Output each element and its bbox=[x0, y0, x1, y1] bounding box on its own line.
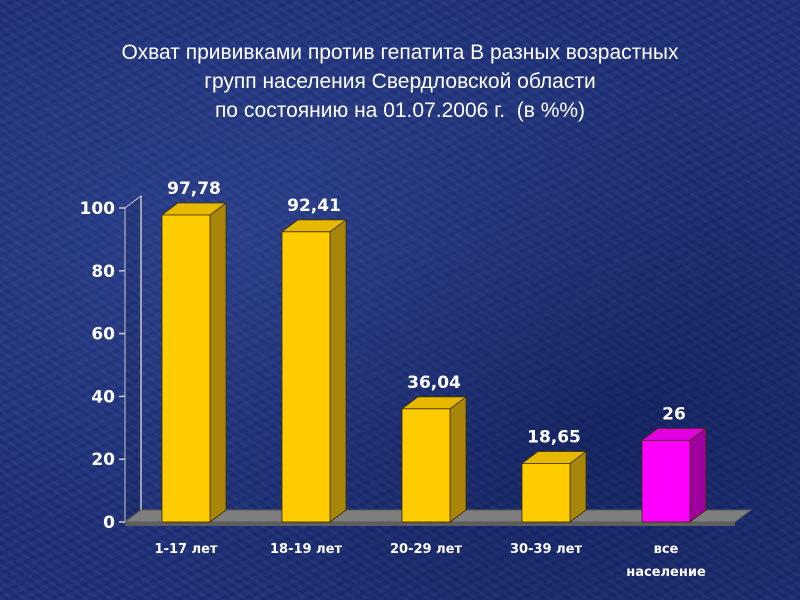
chart-floor-edge bbox=[125, 522, 735, 526]
title-line-1: Охват прививками против гепатита В разны… bbox=[121, 41, 679, 64]
y-tick-label: 60 bbox=[91, 325, 115, 345]
bar-side bbox=[689, 427, 707, 523]
x-tick-label: население bbox=[626, 565, 706, 580]
title-line-3: по состоянию на 01.07.2006 г. (в %%) bbox=[214, 99, 586, 122]
bar-side bbox=[449, 396, 467, 523]
y-tick-label: 20 bbox=[91, 450, 115, 470]
y-tick-label: 0 bbox=[103, 513, 115, 533]
bar bbox=[401, 408, 451, 523]
x-tick-label: 18-19 лет bbox=[270, 542, 342, 557]
x-tick-label: 20-29 лет bbox=[390, 542, 462, 557]
data-label: 26 bbox=[662, 404, 686, 424]
y-tick-label: 80 bbox=[91, 262, 115, 282]
bar-side bbox=[329, 219, 347, 523]
bar bbox=[161, 214, 211, 523]
y-tick-label: 100 bbox=[80, 199, 116, 219]
bar bbox=[521, 463, 571, 523]
y-axis-wall bbox=[124, 195, 142, 523]
x-tick-label: все bbox=[654, 542, 679, 557]
bar bbox=[281, 231, 331, 523]
x-tick-label: 1-17 лет bbox=[155, 542, 218, 557]
bar-side bbox=[209, 202, 227, 523]
data-label: 36,04 bbox=[407, 373, 461, 393]
chart-title: Охват прививками против гепатита В разны… bbox=[0, 38, 800, 125]
y-tick-label: 40 bbox=[91, 387, 115, 407]
data-label: 18,65 bbox=[527, 427, 581, 447]
title-line-2: групп населения Свердловской области bbox=[204, 70, 596, 93]
bar bbox=[641, 439, 691, 523]
data-label: 97,78 bbox=[167, 179, 221, 199]
x-tick-label: 30-39 лет bbox=[510, 542, 582, 557]
data-label: 92,41 bbox=[287, 196, 341, 216]
